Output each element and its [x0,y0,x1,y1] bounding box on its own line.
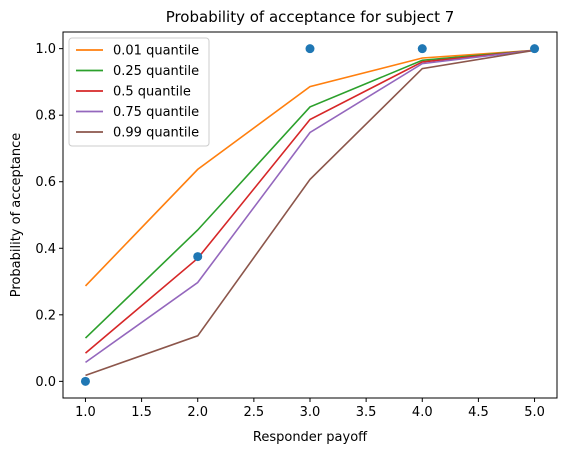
observed-point [305,44,315,54]
plot-area-frame [62,31,558,399]
x-tick-label: 4.5 [468,405,489,420]
legend: 0.01 quantile 0.25 quantile 0.5 quantile 0.… [68,37,210,147]
x-tick-label: 3.0 [300,405,321,420]
x-tick-label: 2.5 [244,405,265,420]
y-tick-label: 0.2 [35,308,56,323]
series-line-2 [84,49,535,339]
legend-label: 0.75 quantile [113,105,199,120]
observed-point [530,44,540,54]
y-tick-label: 1.0 [35,42,56,57]
observed-point [80,376,90,386]
observed-point [417,44,427,54]
x-tick-label: 4.0 [412,405,433,420]
legend-label: 0.5 quantile [113,85,191,100]
x-tick-label: 5.0 [524,405,545,420]
x-tick-label: 3.5 [356,405,377,420]
x-tick-label: 2.0 [187,405,208,420]
x-axis-label: Responder payoff [253,430,368,445]
legend-box [68,37,210,147]
legend-label: 0.25 quantile [113,64,199,79]
observed-point [193,252,203,262]
series-line-4 [85,49,535,364]
legend-label: 0.01 quantile [113,44,199,59]
y-tick-label: 0.6 [35,175,56,190]
y-axis-label: Probability of acceptance [9,133,24,297]
x-tick-label: 1.5 [131,405,152,420]
series-line-3 [84,49,535,354]
series-line-5 [85,49,535,377]
y-tick-label: 0.8 [35,109,56,124]
y-tick-label: 0.4 [35,242,56,257]
series-line-1 [84,49,535,287]
x-tick-label: 1.0 [75,405,96,420]
y-tick-label: 0.0 [35,375,56,390]
legend-label: 0.99 quantile [113,126,199,141]
chart-title: Probability of acceptance for subject 7 [166,8,455,26]
